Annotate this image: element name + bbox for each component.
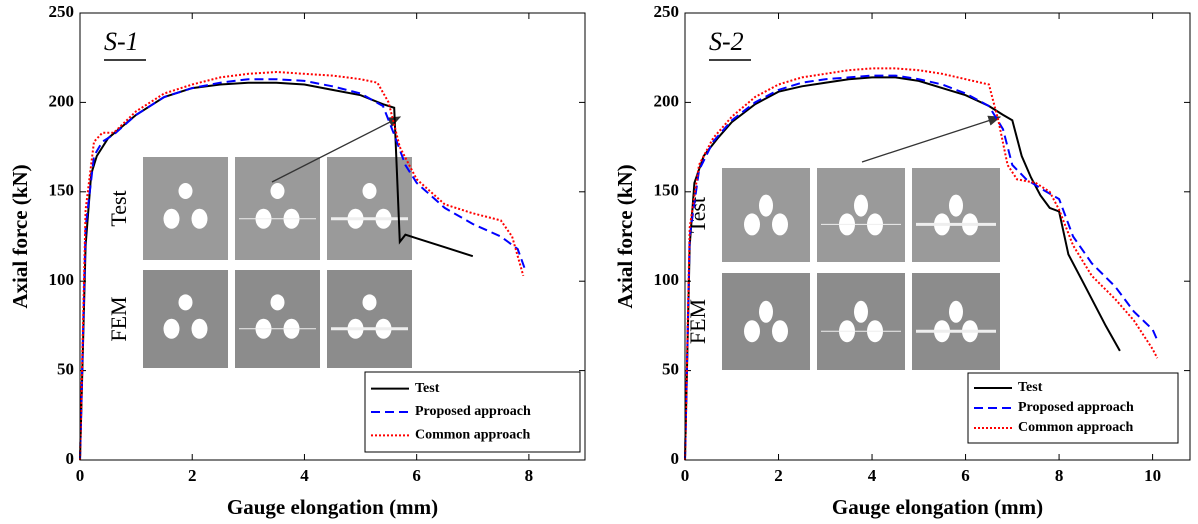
x-tick-label: 2 xyxy=(774,466,783,485)
hole xyxy=(759,194,773,217)
hole xyxy=(744,213,760,236)
x-tick-label: 0 xyxy=(76,466,85,485)
legend-label: Common approach xyxy=(415,428,530,443)
y-tick-label: 150 xyxy=(49,181,75,200)
y-tick-label: 250 xyxy=(49,2,75,21)
legend-label: Test xyxy=(1018,380,1043,395)
y-tick-label: 200 xyxy=(49,91,75,110)
arrow xyxy=(271,116,402,183)
y-tick-label: 200 xyxy=(654,91,680,110)
series-line xyxy=(79,78,528,461)
y-tick-label: 250 xyxy=(654,2,680,21)
hole xyxy=(949,194,963,217)
legend-label: Common approach xyxy=(1018,420,1133,435)
axes-frame xyxy=(79,12,586,461)
y-axis-label: Axial force (kN) xyxy=(8,164,32,308)
hole xyxy=(191,318,208,339)
hole xyxy=(744,320,760,343)
x-tick-label: 4 xyxy=(300,466,309,485)
x-tick-label: 10 xyxy=(1144,466,1161,485)
x-tick-label: 2 xyxy=(188,466,197,485)
series-line xyxy=(79,70,525,461)
inset-label: Test xyxy=(106,190,131,226)
specimen-image xyxy=(235,270,320,368)
y-tick-label: 50 xyxy=(57,360,74,379)
inset-label: FEM xyxy=(106,296,131,341)
hole xyxy=(270,294,285,311)
arrow xyxy=(861,115,1002,163)
series-line xyxy=(684,67,1159,461)
x-tick-label: 6 xyxy=(412,466,421,485)
hole xyxy=(854,194,868,217)
y-tick-label: 100 xyxy=(49,270,75,289)
hole xyxy=(362,294,377,311)
specimen-image xyxy=(327,270,412,368)
hole xyxy=(178,294,193,311)
hole xyxy=(191,208,208,229)
hole xyxy=(772,213,788,236)
hole xyxy=(362,182,377,199)
legend-label: Proposed approach xyxy=(1018,400,1134,415)
hole xyxy=(178,182,193,199)
hole xyxy=(163,208,180,229)
y-tick-label: 50 xyxy=(662,360,679,379)
y-tick-label: 0 xyxy=(671,449,680,468)
x-axis-label: Gauge elongation (mm) xyxy=(832,495,1043,519)
x-tick-label: 6 xyxy=(961,466,970,485)
x-axis-label: Gauge elongation (mm) xyxy=(227,495,438,519)
panel-label: S-1 xyxy=(104,27,139,56)
y-axis-label: Axial force (kN) xyxy=(613,164,637,308)
specimen-image xyxy=(235,157,320,260)
hole xyxy=(949,300,963,323)
hole xyxy=(163,318,180,339)
axes-frame xyxy=(684,12,1191,461)
series-line xyxy=(684,76,1121,461)
panel-label: S-2 xyxy=(709,27,744,56)
y-tick-label: 100 xyxy=(654,270,680,289)
hole xyxy=(270,182,285,199)
x-tick-label: 0 xyxy=(681,466,690,485)
series-line xyxy=(79,81,474,461)
specimen-image xyxy=(143,270,228,368)
hole xyxy=(759,300,773,323)
y-tick-label: 150 xyxy=(654,181,680,200)
hole xyxy=(854,300,868,323)
x-tick-label: 8 xyxy=(1055,466,1064,485)
y-tick-label: 0 xyxy=(66,449,75,468)
legend-label: Test xyxy=(415,381,440,396)
legend-label: Proposed approach xyxy=(415,404,531,419)
specimen-image xyxy=(143,157,228,260)
x-tick-label: 8 xyxy=(525,466,534,485)
x-tick-label: 4 xyxy=(868,466,877,485)
hole xyxy=(772,320,788,343)
